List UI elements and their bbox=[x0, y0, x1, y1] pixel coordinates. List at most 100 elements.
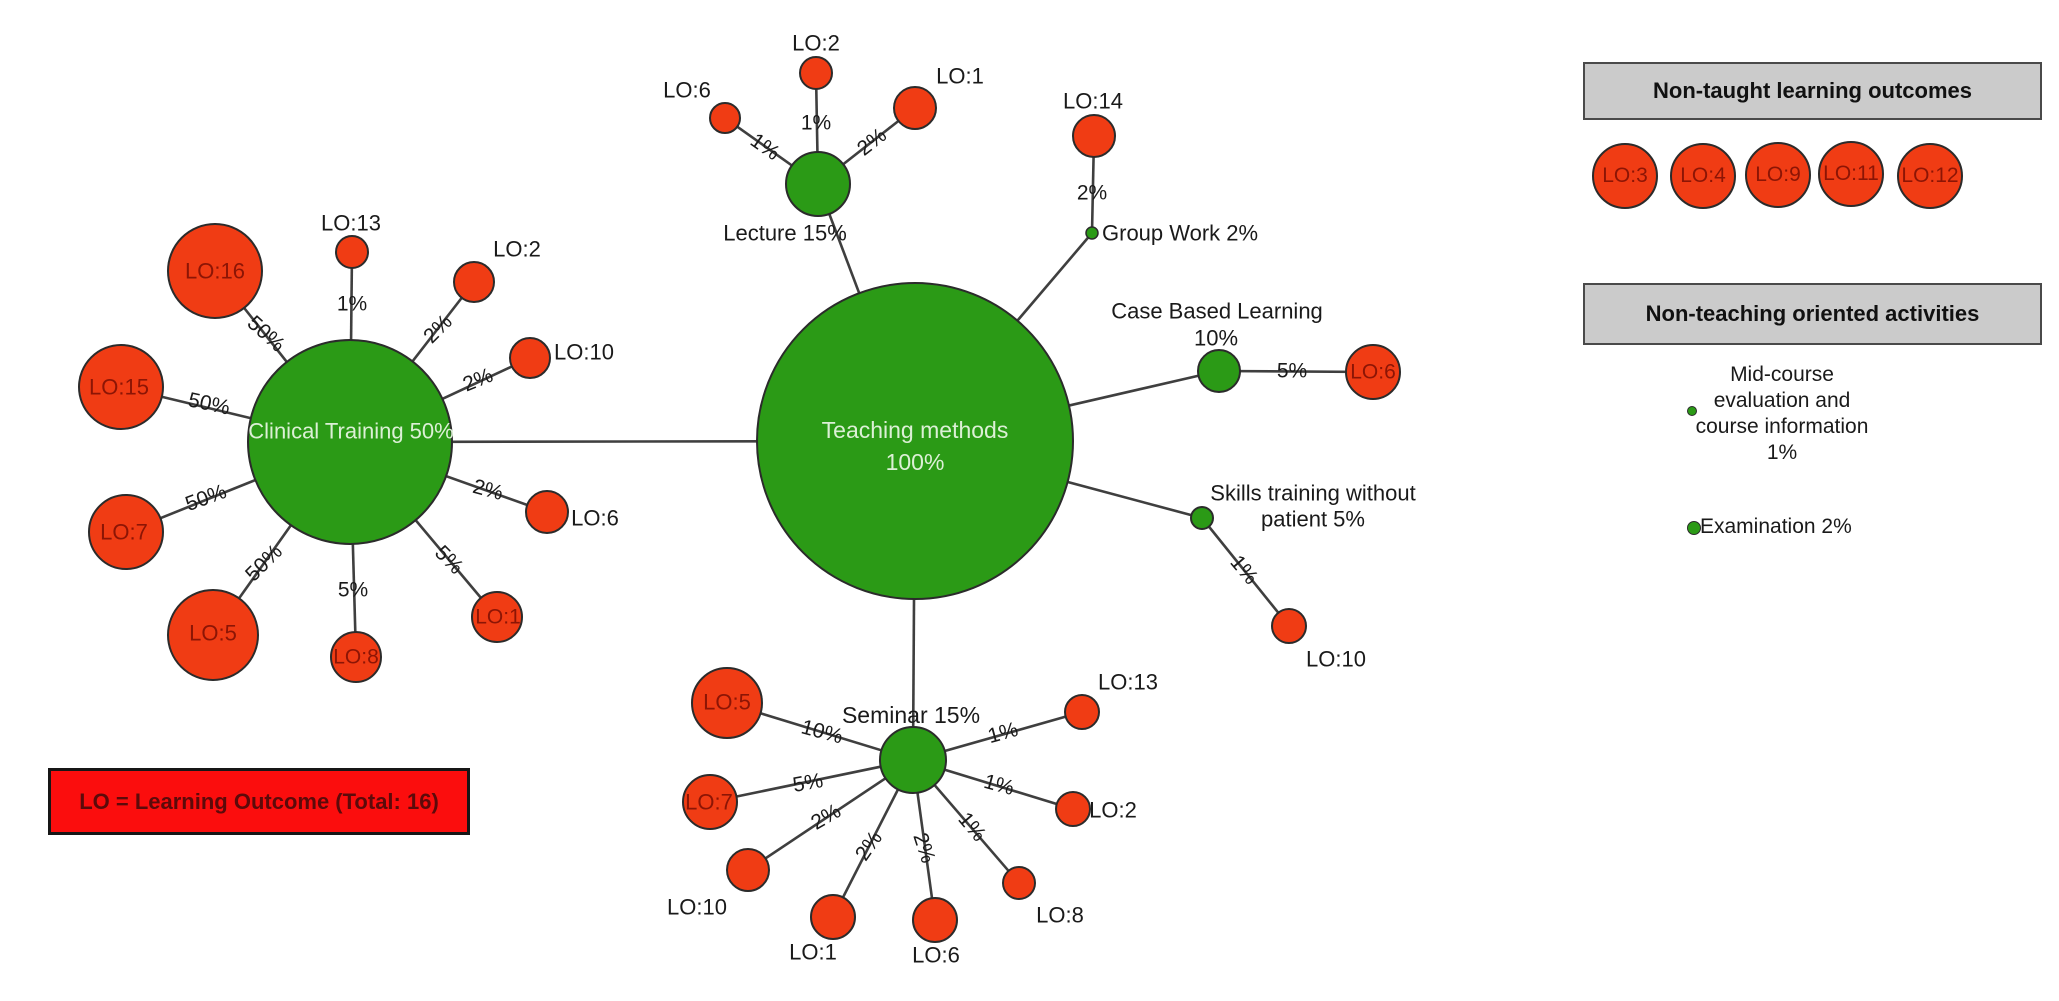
node-skills[interactable] bbox=[1190, 506, 1214, 530]
node-label-ct_lo7: LO:7 bbox=[100, 520, 148, 545]
node-ct_lo7[interactable] bbox=[88, 494, 164, 570]
node-label-sem_lo13: LO:13 bbox=[1098, 670, 1158, 695]
non-taught-lo-lo-11[interactable]: LO:11 bbox=[1818, 141, 1884, 207]
non-teaching-header: Non-teaching oriented activities bbox=[1583, 283, 2042, 345]
node-seminar[interactable] bbox=[879, 726, 947, 794]
non-taught-lo-lo-12[interactable]: LO:12 bbox=[1897, 143, 1963, 209]
edge-label-seminar-sem_lo6: 2% bbox=[908, 830, 939, 866]
node-label-skl_lo10: LO:10 bbox=[1306, 647, 1366, 672]
node-teaching[interactable] bbox=[756, 282, 1074, 600]
node-label-lec_lo1: LO:1 bbox=[936, 64, 984, 89]
edge-label-seminar-sem_lo10: 2% bbox=[807, 799, 845, 834]
legend-box: LO = Learning Outcome (Total: 16) bbox=[48, 768, 470, 835]
node-sem_lo2[interactable] bbox=[1055, 791, 1091, 827]
activity-text-line: 1% bbox=[1766, 441, 1798, 464]
node-lecture[interactable] bbox=[785, 151, 851, 217]
node-groupwork[interactable] bbox=[1085, 226, 1099, 240]
node-ct_lo2[interactable] bbox=[453, 261, 495, 303]
edge-label-clinical-ct_lo6: 2% bbox=[470, 475, 505, 505]
edge-label-clinical-ct_lo1: 5% bbox=[430, 541, 468, 579]
node-label-ct_lo10: LO:10 bbox=[554, 340, 614, 365]
node-sem_lo5[interactable] bbox=[691, 667, 763, 739]
edge-label-clinical-ct_lo8: 5% bbox=[338, 579, 368, 602]
node-label-ct_lo15: LO:15 bbox=[89, 375, 149, 400]
non-taught-lo-lo-9[interactable]: LO:9 bbox=[1745, 142, 1811, 208]
edge-label-seminar-sem_lo1: 2% bbox=[851, 827, 887, 865]
node-label-ct_lo13: LO:13 bbox=[321, 211, 381, 236]
non-teaching-title: Non-teaching oriented activities bbox=[1645, 301, 1980, 326]
edge-label-seminar-sem_lo13: 1% bbox=[985, 718, 1020, 748]
node-label-seminar: Seminar 15% bbox=[842, 702, 980, 728]
node-ct_lo1[interactable] bbox=[471, 591, 523, 643]
node-label-skills: patient 5% bbox=[1261, 507, 1365, 532]
node-label-clinical: Clinical Training 50% bbox=[248, 419, 453, 444]
node-sem_lo13[interactable] bbox=[1064, 694, 1100, 730]
node-grp_lo14[interactable] bbox=[1072, 114, 1116, 158]
mid-course-evaluation-label: Mid-course evaluation and course informati… bbox=[1652, 362, 1912, 466]
edge-label-clinical-ct_lo2: 2% bbox=[419, 310, 457, 348]
node-lec_lo6[interactable] bbox=[709, 102, 741, 134]
activity-text-line: course information bbox=[1695, 415, 1869, 438]
node-sem_lo7[interactable] bbox=[682, 774, 738, 830]
node-label-lec_lo2: LO:2 bbox=[792, 31, 840, 56]
node-label-ct_lo1: LO:1 bbox=[475, 606, 521, 629]
node-label-lecture: Lecture 15% bbox=[723, 221, 847, 246]
edge-label-clinical-ct_lo10: 2% bbox=[460, 364, 497, 397]
node-ct_lo10[interactable] bbox=[509, 337, 551, 379]
examination-label: Examination 2% bbox=[1700, 514, 1920, 540]
edge-label-seminar-sem_lo2: 1% bbox=[981, 770, 1016, 800]
activity-text-line: evaluation and bbox=[1713, 389, 1851, 412]
edge-label-cbl-cbl_lo6: 5% bbox=[1277, 360, 1307, 383]
examination-dot[interactable] bbox=[1687, 521, 1701, 535]
non-taught-lo-lo-4[interactable]: LO:4 bbox=[1670, 143, 1736, 209]
edge-label-seminar-sem_lo7: 5% bbox=[791, 769, 825, 797]
node-sem_lo8[interactable] bbox=[1002, 866, 1036, 900]
node-label-sem_lo2: LO:2 bbox=[1089, 798, 1137, 823]
non-taught-lo-lo-3[interactable]: LO:3 bbox=[1592, 143, 1658, 209]
node-sem_lo6[interactable] bbox=[912, 897, 958, 943]
node-label-cbl_lo6: LO:6 bbox=[1350, 361, 1396, 384]
edge-label-clinical-ct_lo15: 50% bbox=[186, 388, 232, 419]
node-lec_lo1[interactable] bbox=[893, 86, 937, 130]
edge-label-groupwork-grp_lo14: 2% bbox=[1077, 182, 1107, 205]
node-label-sem_lo5: LO:5 bbox=[703, 690, 751, 715]
mid-course-evaluation-dot[interactable] bbox=[1687, 406, 1697, 416]
edge-label-lecture-lec_lo6: 1% bbox=[746, 129, 784, 165]
edge-skills-skl_lo10 bbox=[1200, 517, 1291, 627]
node-ct_lo16[interactable] bbox=[167, 223, 263, 319]
node-clinical[interactable] bbox=[247, 339, 453, 545]
edge-label-clinical-ct_lo16: 50% bbox=[243, 311, 290, 356]
node-label-teaching: 100% bbox=[886, 449, 945, 475]
edge-label-clinical-ct_lo7: 50% bbox=[182, 480, 229, 516]
node-label-skills: Skills training without bbox=[1210, 481, 1415, 506]
activity-text-line: Examination 2% bbox=[1700, 515, 1852, 538]
node-ct_lo8[interactable] bbox=[330, 631, 382, 683]
edge-label-clinical-ct_lo13: 1% bbox=[337, 293, 367, 316]
node-label-lec_lo6: LO:6 bbox=[663, 78, 711, 103]
node-label-cbl: Case Based Learning bbox=[1111, 299, 1323, 324]
node-lec_lo2[interactable] bbox=[799, 56, 833, 90]
edge-seminar-sem_lo7 bbox=[709, 758, 914, 804]
node-ct_lo5[interactable] bbox=[167, 589, 259, 681]
node-ct_lo6[interactable] bbox=[525, 490, 569, 534]
node-skl_lo10[interactable] bbox=[1271, 608, 1307, 644]
edge-label-clinical-ct_lo5: 50% bbox=[241, 540, 287, 586]
edge-label-lecture-lec_lo1: 2% bbox=[853, 124, 891, 161]
node-sem_lo10[interactable] bbox=[726, 848, 770, 892]
node-label-sem_lo6: LO:6 bbox=[912, 943, 960, 968]
node-ct_lo13[interactable] bbox=[335, 235, 369, 269]
node-label-sem_lo8: LO:8 bbox=[1036, 903, 1084, 928]
node-label-ct_lo16: LO:16 bbox=[185, 259, 245, 284]
edge-label-seminar-sem_lo5: 10% bbox=[799, 715, 846, 748]
node-cbl[interactable] bbox=[1197, 349, 1241, 393]
node-ct_lo15[interactable] bbox=[78, 344, 164, 430]
edge-label-skills-skl_lo10: 1% bbox=[1225, 551, 1262, 589]
node-sem_lo1[interactable] bbox=[810, 894, 856, 940]
non-taught-header: Non-taught learning outcomes bbox=[1583, 62, 2042, 120]
node-cbl_lo6[interactable] bbox=[1345, 344, 1401, 400]
node-label-sem_lo7: LO:7 bbox=[685, 790, 733, 815]
node-label-ct_lo6: LO:6 bbox=[571, 506, 619, 531]
node-label-cbl: 10% bbox=[1194, 326, 1238, 351]
